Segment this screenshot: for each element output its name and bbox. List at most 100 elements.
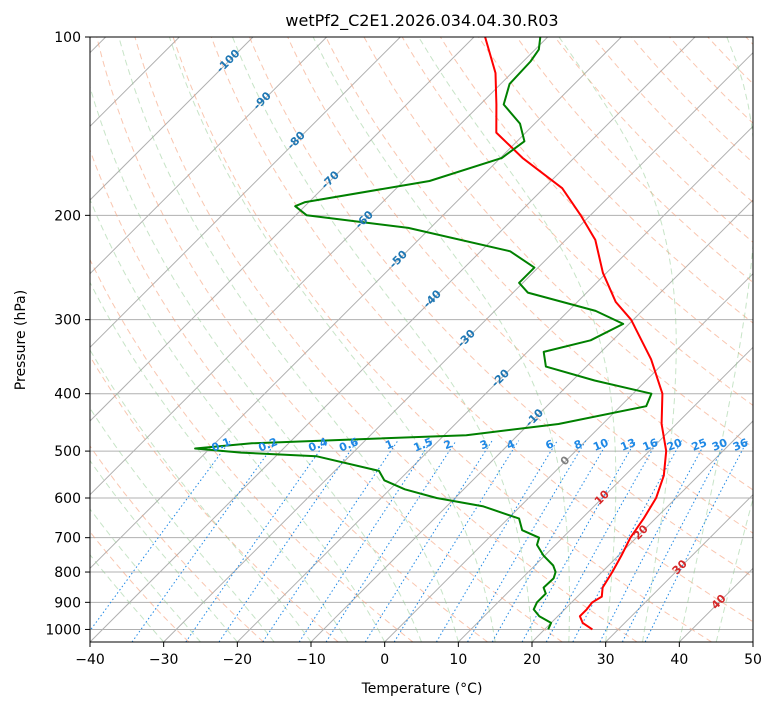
dry-adiabat-line (516, 37, 753, 284)
moist-adiabat-line (90, 349, 312, 642)
temperature-profile-line (484, 37, 668, 631)
moist-adiabat-line (232, 37, 533, 642)
plot-frame (89, 36, 754, 643)
dry-adiabat-line (90, 258, 414, 642)
dry-adiabat-line (630, 37, 753, 164)
isotherm-line (90, 37, 549, 496)
mixing-ratio-label: 1 (383, 437, 395, 452)
dry-adiabat-line (90, 445, 264, 642)
background-lines (90, 37, 753, 642)
mixing-ratio-line (572, 440, 683, 642)
mixing-ratio-line (262, 440, 399, 642)
dry-adiabat-line (478, 37, 753, 324)
y-tick-label: 700 (54, 531, 81, 547)
isotherm-line (457, 346, 753, 642)
x-tick-label: 10 (449, 652, 467, 668)
y-axis: 100 200 300 400 500 600 700 800 900 1000 (45, 30, 90, 638)
isotherm-line (90, 37, 622, 570)
mixing-ratio-line (491, 440, 609, 642)
mixing-ratio-line (435, 440, 558, 642)
x-tick-label: 50 (744, 652, 762, 668)
moist-adiabat-line (90, 508, 201, 642)
mixing-ratio-line (545, 440, 659, 642)
moist-adiabat-line (90, 553, 165, 642)
dry-adiabat-line (325, 37, 753, 491)
moist-adiabat-line (418, 37, 617, 642)
isotherm-line (605, 493, 753, 642)
moist-adiabat-line (90, 407, 275, 642)
x-axis: −40 −30 −20 −10 0 10 20 30 40 50 (75, 642, 762, 668)
moist-adiabat-line (678, 37, 753, 642)
dry-adiabat-line (134, 37, 638, 642)
dry-adiabat-line (363, 37, 753, 448)
dry-adiabat-line (172, 37, 712, 642)
isotherm-line (90, 37, 696, 642)
mixing-ratio-line (131, 440, 278, 642)
x-tick-label: −20 (223, 652, 253, 668)
series-layer (194, 37, 668, 631)
mixing-ratio-label: 8 (572, 437, 584, 452)
x-tick-label: −30 (149, 652, 179, 668)
mixing-ratio-label: 36 (731, 436, 750, 454)
y-axis-title: Pressure (hPa) (13, 290, 29, 390)
moist-adiabat-line (118, 37, 459, 642)
isotherm-line (236, 125, 753, 642)
mixing-ratio-line (185, 440, 328, 642)
moist-adiabat-line (168, 37, 496, 642)
dry-adiabat-line (249, 37, 753, 578)
mixing-ratio-line (364, 440, 493, 642)
x-tick-label: 20 (523, 652, 541, 668)
isotherm-line (90, 37, 475, 422)
isotherm-line (531, 420, 753, 642)
y-tick-label: 600 (54, 491, 81, 507)
y-tick-label: 1000 (45, 622, 81, 638)
y-tick-label: 400 (54, 387, 81, 403)
x-tick-label: 40 (670, 652, 688, 668)
x-tick-label: 30 (597, 652, 615, 668)
moist-adiabat-line (558, 37, 677, 642)
chart-title: wetPf2_C2E1.2026.034.04.30.R03 (285, 11, 558, 31)
mixing-ratio-line (90, 440, 231, 632)
mixing-ratio-label: 10 (591, 436, 610, 454)
isotherm-line (310, 199, 753, 642)
mixing-ratio-label: 25 (690, 436, 709, 454)
isotherm-line (90, 37, 328, 275)
isotherm-line (163, 51, 753, 642)
mixing-ratio-line (325, 440, 457, 642)
mixing-ratio-line (393, 440, 520, 642)
mixing-ratio-label: 2 (442, 437, 454, 452)
mixing-ratio-label: 30 (710, 436, 729, 454)
y-tick-label: 900 (54, 595, 81, 611)
mixing-ratio-label: 3 (478, 437, 490, 452)
x-axis-title: Temperature (°C) (361, 681, 483, 697)
x-tick-label: −40 (75, 652, 105, 668)
dry-adiabat-line (401, 37, 753, 406)
y-tick-label: 800 (54, 565, 81, 581)
mixing-ratio-label: 16 (641, 436, 660, 454)
moist-adiabat-line (90, 85, 422, 642)
y-tick-label: 100 (54, 30, 81, 46)
dry-adiabat-line (592, 37, 753, 203)
dry-adiabat-line (210, 37, 753, 623)
x-tick-label: −10 (296, 652, 326, 668)
moist-adiabat-line (312, 37, 570, 642)
dry-adiabat-line (96, 37, 563, 642)
mixing-ratio-line (644, 440, 748, 642)
mixing-ratio-line (521, 440, 637, 642)
moist-adiabat-line (90, 198, 386, 642)
moist-adiabat-line (715, 497, 753, 642)
y-tick-label: 200 (54, 208, 81, 224)
mixing-ratio-line (467, 440, 587, 642)
isotherm-line (90, 37, 254, 201)
mixing-ratio-label: 20 (665, 436, 684, 454)
isotherm-line (384, 272, 753, 642)
x-tick-label: 0 (380, 652, 389, 668)
y-tick-label: 300 (54, 313, 81, 329)
moist-adiabat-line (90, 459, 238, 642)
dewpoint-profile-line (194, 37, 653, 630)
mixing-ratio-label: 13 (619, 436, 638, 454)
dry-adiabat-line (287, 37, 753, 534)
y-tick-label: 500 (54, 444, 81, 460)
